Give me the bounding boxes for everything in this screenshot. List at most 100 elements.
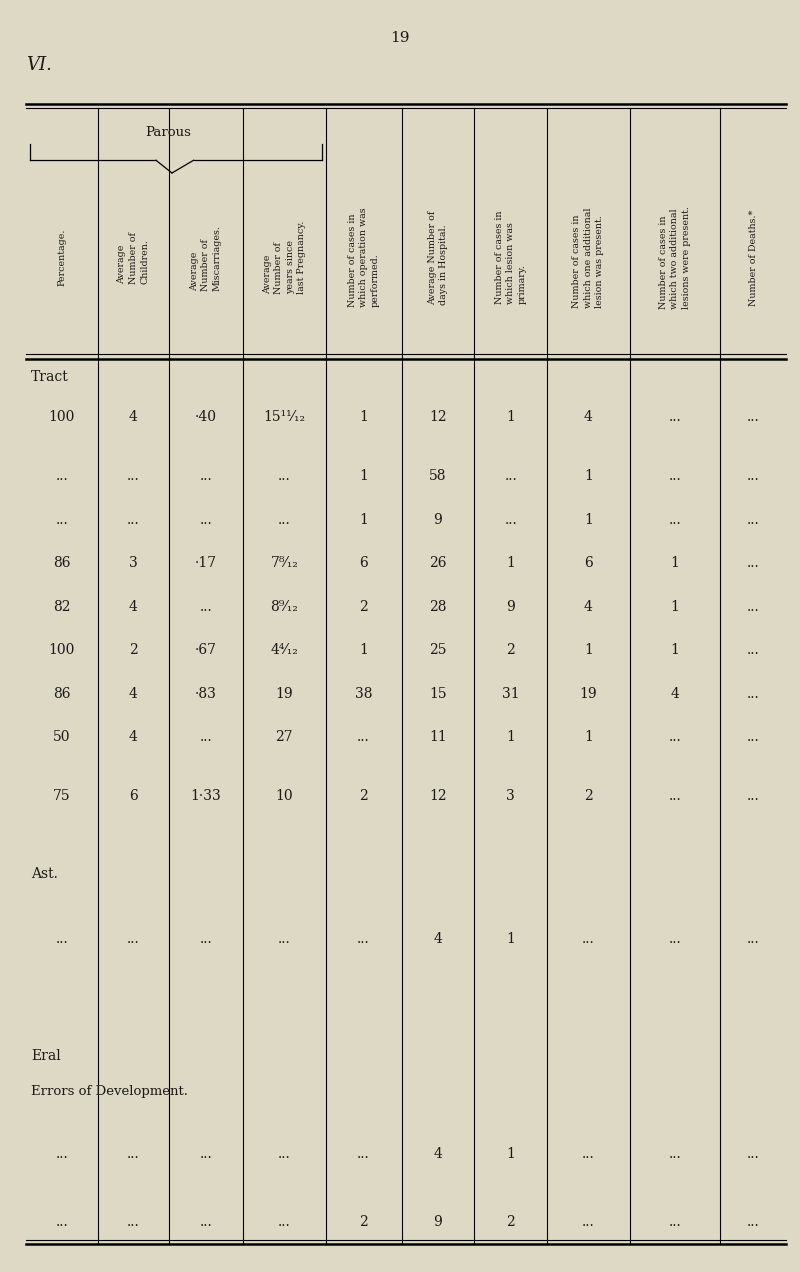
Text: Average
Number of
Miscarriages.: Average Number of Miscarriages. (190, 225, 222, 290)
Text: VI.: VI. (26, 56, 52, 74)
Text: ·83: ·83 (195, 687, 217, 701)
Text: ...: ... (747, 789, 760, 803)
Text: 4: 4 (129, 411, 138, 425)
Text: ...: ... (747, 730, 760, 744)
Text: ...: ... (747, 411, 760, 425)
Text: 4: 4 (129, 599, 138, 613)
Text: 2: 2 (584, 789, 593, 803)
Text: Average Number of
days in Hospital.: Average Number of days in Hospital. (428, 210, 448, 305)
Text: 1: 1 (584, 469, 593, 483)
Text: ...: ... (669, 931, 682, 945)
Text: ...: ... (199, 1215, 212, 1229)
Text: ...: ... (747, 644, 760, 658)
Text: ...: ... (55, 513, 68, 527)
Text: ...: ... (747, 687, 760, 701)
Text: ...: ... (199, 730, 212, 744)
Text: ...: ... (55, 931, 68, 945)
Text: ...: ... (278, 1147, 290, 1161)
Text: 1: 1 (506, 1147, 515, 1161)
Text: 9: 9 (506, 599, 515, 613)
Text: 2: 2 (506, 644, 515, 658)
Text: 15¹¹⁄₁₂: 15¹¹⁄₁₂ (263, 411, 306, 425)
Text: 82: 82 (54, 599, 70, 613)
Text: 50: 50 (54, 730, 70, 744)
Text: 1: 1 (506, 411, 515, 425)
Text: ...: ... (357, 1147, 370, 1161)
Text: 58: 58 (429, 469, 446, 483)
Text: ...: ... (669, 469, 682, 483)
Text: 6: 6 (129, 789, 138, 803)
Text: 4: 4 (670, 687, 679, 701)
Text: ...: ... (582, 1215, 594, 1229)
Text: 1: 1 (670, 599, 679, 613)
Text: Tract: Tract (31, 370, 69, 384)
Text: 15: 15 (429, 687, 446, 701)
Text: ...: ... (669, 1215, 682, 1229)
Text: ...: ... (504, 513, 517, 527)
Text: 100: 100 (49, 644, 75, 658)
Text: 38: 38 (354, 687, 372, 701)
Text: Number of cases in
which one additional
lesion was present.: Number of cases in which one additional … (572, 207, 604, 308)
Text: Average
Number of
years since
last Pregnancy.: Average Number of years since last Pregn… (262, 221, 306, 294)
Text: ...: ... (357, 730, 370, 744)
Text: 2: 2 (359, 599, 368, 613)
Text: ...: ... (669, 411, 682, 425)
Text: 25: 25 (429, 644, 446, 658)
Text: ...: ... (278, 931, 290, 945)
Text: 19: 19 (579, 687, 597, 701)
Text: 9: 9 (434, 513, 442, 527)
Text: Eral: Eral (31, 1049, 61, 1063)
Text: ...: ... (582, 931, 594, 945)
Text: 2: 2 (506, 1215, 515, 1229)
Text: 19: 19 (275, 687, 293, 701)
Text: Number of Deaths.*: Number of Deaths.* (749, 210, 758, 305)
Text: 1: 1 (506, 730, 515, 744)
Text: 2: 2 (359, 1215, 368, 1229)
Text: 100: 100 (49, 411, 75, 425)
Text: ...: ... (669, 513, 682, 527)
Text: ...: ... (357, 931, 370, 945)
Text: Ast.: Ast. (31, 866, 58, 880)
Text: 1: 1 (584, 513, 593, 527)
Text: ...: ... (747, 513, 760, 527)
Text: 12: 12 (429, 789, 446, 803)
Text: ·67: ·67 (195, 644, 217, 658)
Text: 6: 6 (359, 556, 368, 570)
Text: 4: 4 (584, 411, 593, 425)
Text: 3: 3 (129, 556, 138, 570)
Text: 6: 6 (584, 556, 593, 570)
Text: ...: ... (747, 469, 760, 483)
Text: ...: ... (126, 931, 139, 945)
Text: 4: 4 (129, 687, 138, 701)
Text: Number of cases in
which two additional
lesions were present.: Number of cases in which two additional … (659, 206, 690, 309)
Text: ...: ... (669, 1147, 682, 1161)
Text: 1: 1 (670, 556, 679, 570)
Text: 3: 3 (506, 789, 515, 803)
Text: Number of cases in
which operation was
performed.: Number of cases in which operation was p… (347, 207, 379, 308)
Text: ...: ... (126, 1215, 139, 1229)
Text: ...: ... (669, 789, 682, 803)
Text: ·17: ·17 (195, 556, 217, 570)
Text: Number of cases in
which lesion was
primary.: Number of cases in which lesion was prim… (494, 211, 526, 304)
Text: 1: 1 (359, 469, 368, 483)
Text: 12: 12 (429, 411, 446, 425)
Text: ...: ... (199, 931, 212, 945)
Text: ...: ... (278, 513, 290, 527)
Text: 4: 4 (129, 730, 138, 744)
Text: Percentage.: Percentage. (58, 229, 66, 286)
Text: Average
Number of
Children.: Average Number of Children. (117, 232, 149, 284)
Text: 86: 86 (54, 556, 70, 570)
Text: 19: 19 (390, 31, 410, 45)
Text: ...: ... (199, 1147, 212, 1161)
Text: 1: 1 (359, 411, 368, 425)
Text: ...: ... (582, 1147, 594, 1161)
Text: ...: ... (55, 1215, 68, 1229)
Text: ...: ... (199, 469, 212, 483)
Text: ...: ... (669, 730, 682, 744)
Text: ...: ... (747, 599, 760, 613)
Text: 26: 26 (429, 556, 446, 570)
Text: ...: ... (199, 599, 212, 613)
Text: ...: ... (126, 469, 139, 483)
Text: 11: 11 (429, 730, 447, 744)
Text: ...: ... (278, 469, 290, 483)
